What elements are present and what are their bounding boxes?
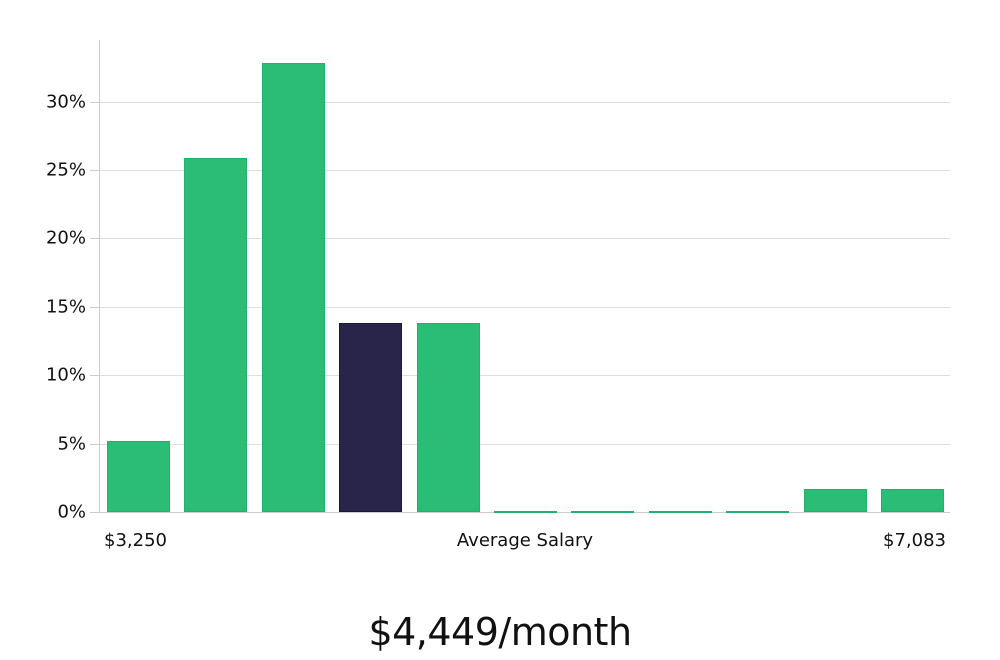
y-tick-mark bbox=[90, 238, 100, 240]
y-tick-label: 25% bbox=[45, 159, 86, 181]
y-axis bbox=[99, 40, 100, 512]
bar bbox=[107, 440, 170, 512]
y-tick-mark bbox=[90, 512, 100, 513]
y-tick-label: 0% bbox=[57, 501, 86, 523]
bar bbox=[726, 510, 790, 513]
bar bbox=[803, 488, 867, 512]
y-tick-label: 20% bbox=[45, 227, 86, 249]
gridline bbox=[100, 443, 950, 445]
y-tick-mark bbox=[90, 443, 100, 445]
bar bbox=[571, 510, 635, 513]
average-salary-headline: $4,449/month bbox=[368, 610, 632, 654]
bar bbox=[494, 510, 557, 513]
bar bbox=[416, 323, 480, 512]
salary-distribution-chart: 0% 5% 10% 15% 20% 25% 30% $3,250 Average Salar… bbox=[45, 40, 950, 551]
bar bbox=[648, 510, 712, 513]
x-axis-line bbox=[100, 512, 950, 513]
gridline bbox=[100, 375, 950, 377]
y-tick-label: 30% bbox=[45, 91, 86, 113]
bar bbox=[881, 488, 944, 512]
bar-highlighted bbox=[339, 323, 403, 512]
gridline bbox=[100, 170, 950, 171]
y-tick-mark bbox=[90, 101, 100, 103]
y-tick-label: 10% bbox=[45, 364, 86, 386]
x-max-label: $7,083 bbox=[883, 530, 946, 551]
gridline bbox=[100, 101, 950, 103]
gridline bbox=[100, 238, 950, 240]
x-min-label: $3,250 bbox=[104, 530, 167, 551]
bar bbox=[184, 157, 248, 512]
y-tick-mark bbox=[90, 375, 100, 377]
y-tick-label: 5% bbox=[57, 433, 86, 455]
x-axis-title: Average Salary bbox=[456, 530, 594, 551]
y-tick-mark bbox=[90, 306, 100, 308]
y-tick-label: 15% bbox=[45, 296, 86, 318]
y-tick-mark bbox=[90, 170, 100, 171]
bar bbox=[261, 63, 325, 512]
gridline bbox=[100, 306, 950, 308]
